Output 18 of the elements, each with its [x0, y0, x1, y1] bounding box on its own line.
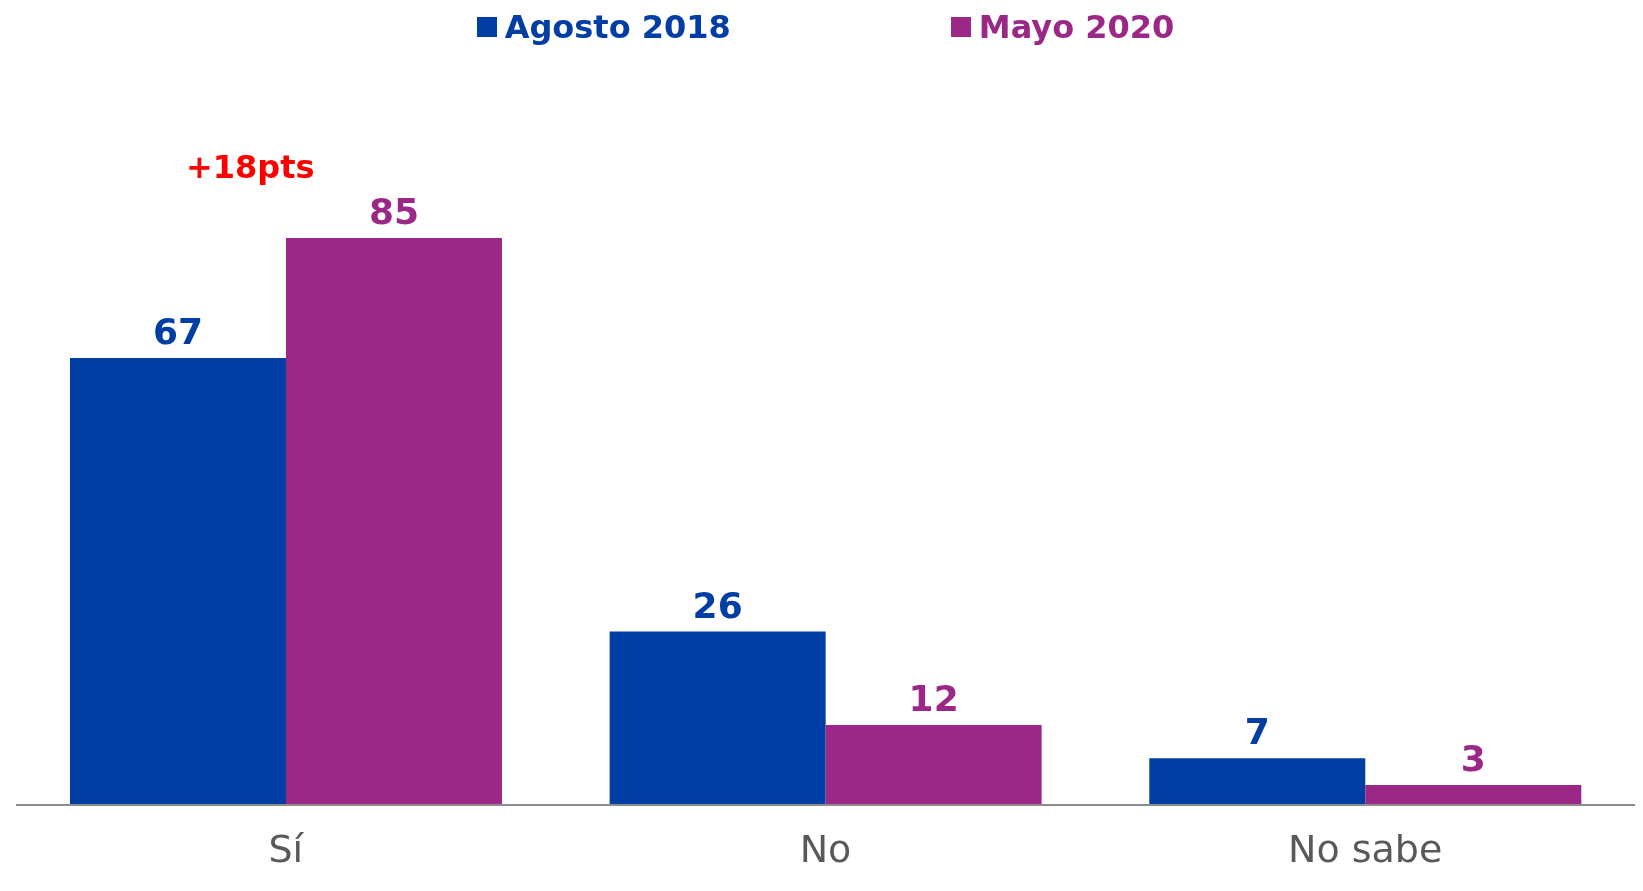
data-label: 67 [152, 311, 204, 353]
x-tick-label: No [799, 826, 852, 871]
bar [285, 238, 502, 805]
bar [1149, 758, 1366, 805]
data-label: 3 [1460, 737, 1486, 779]
data-label: 12 [908, 677, 959, 719]
data-label: 7 [1244, 711, 1270, 753]
bar [825, 724, 1042, 805]
data-label: 26 [692, 584, 743, 626]
data-label: 85 [368, 191, 420, 232]
x-tick-label: Sí [268, 826, 305, 871]
legend-label: Mayo 2020 [977, 8, 1175, 46]
text: +18pts [186, 148, 315, 186]
x-tick-label: No sabe [1287, 826, 1443, 871]
bar [609, 631, 826, 805]
bar [1365, 784, 1582, 805]
legend-label: Agosto 2018 [503, 8, 731, 46]
bar [69, 358, 286, 805]
